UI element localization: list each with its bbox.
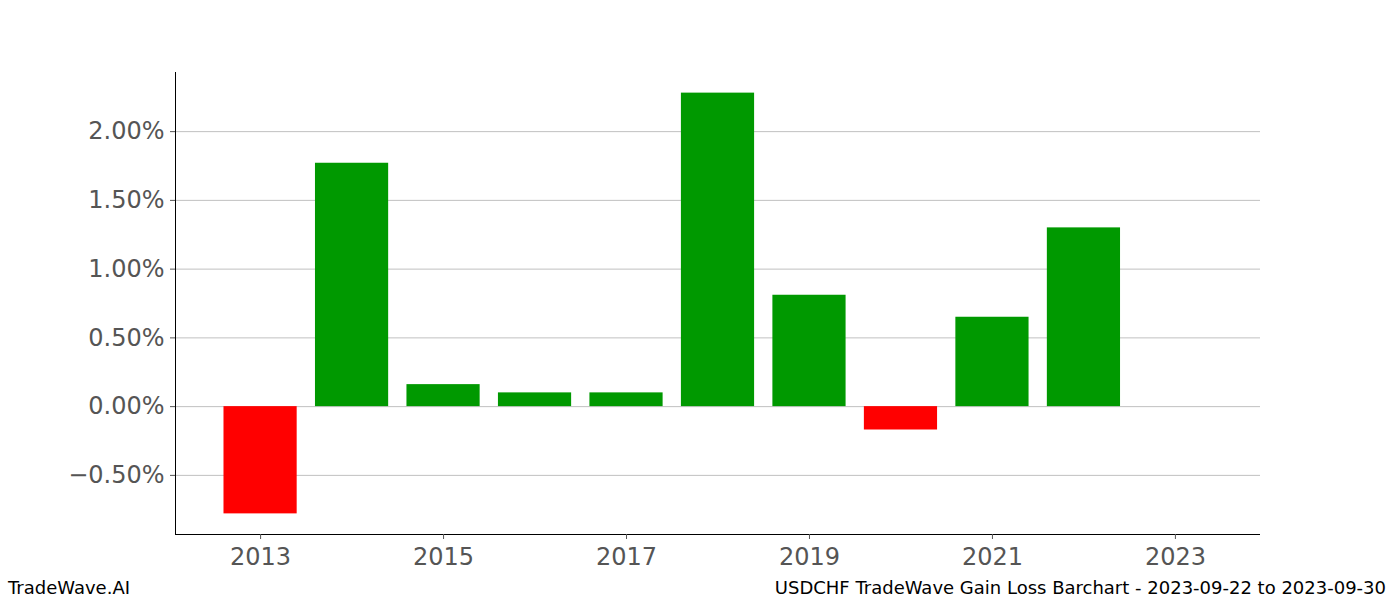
svg-text:2023: 2023 — [1145, 543, 1206, 571]
svg-text:2021: 2021 — [962, 543, 1023, 571]
svg-text:2017: 2017 — [596, 543, 657, 571]
svg-text:1.00%: 1.00% — [88, 255, 164, 283]
svg-text:2.00%: 2.00% — [88, 117, 164, 145]
html-text:USDCHF TradeWave Gain Loss Bar: USDCHF TradeWave Gain Loss Barchart - 20… — [774, 577, 1386, 598]
svg-text:2019: 2019 — [779, 543, 840, 571]
svg-text:0.50%: 0.50% — [88, 324, 164, 352]
svg-text:0.00%: 0.00% — [88, 392, 164, 420]
html-text:TradeWave.AI: TradeWave.AI — [8, 577, 130, 598]
svg-text:2013: 2013 — [230, 543, 291, 571]
svg-text:−0.50%: −0.50% — [68, 461, 164, 489]
svg-text:2015: 2015 — [413, 543, 474, 571]
svg-text:1.50%: 1.50% — [88, 186, 164, 214]
